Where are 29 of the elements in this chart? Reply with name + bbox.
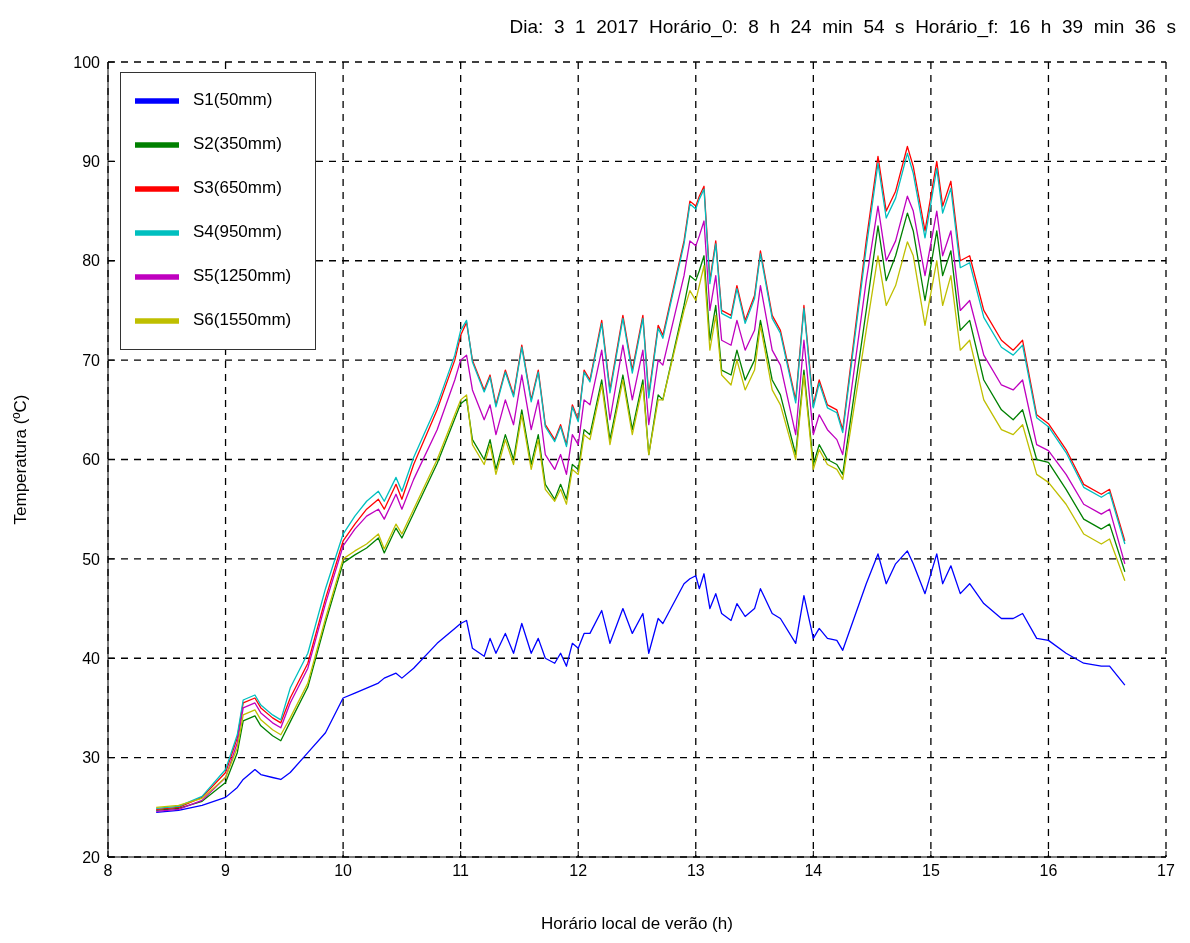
legend-label: S2(350mm) (193, 134, 282, 154)
legend-label: S3(650mm) (193, 178, 282, 198)
x-tick-label: 12 (569, 862, 588, 880)
y-tick-label: 40 (82, 649, 101, 667)
legend-label: S4(950mm) (193, 222, 282, 242)
y-tick-label: 20 (82, 848, 101, 866)
legend-label: S6(1550mm) (193, 310, 292, 330)
line-series (155, 550, 1126, 813)
x-axis-title: Horário local de verão (h) (541, 914, 733, 933)
x-tick-label: 15 (921, 862, 940, 880)
x-tick-label: 9 (221, 862, 231, 880)
y-tick-label: 70 (82, 351, 101, 369)
y-tick-label: 30 (82, 749, 101, 767)
legend-label: S5(1250mm) (193, 266, 292, 286)
y-tick-label: 90 (82, 153, 101, 171)
x-tick-label: 10 (334, 862, 353, 880)
y-tick-label: 80 (82, 252, 101, 270)
x-tick-label: 16 (1039, 862, 1058, 880)
x-tick-label: 13 (686, 862, 705, 880)
x-tick-label: 11 (452, 862, 470, 880)
chart-title: Dia: 3 1 2017 Horário_0: 8 h 24 min 54 s Horário_f: 16 h 39 min 36 s (508, 15, 1177, 40)
legend-label: S1(50mm) (193, 90, 273, 110)
y-tick-label: 60 (82, 451, 101, 469)
x-tick-label: 14 (804, 862, 823, 880)
y-tick-label: 50 (82, 550, 101, 568)
x-tick-label: 8 (103, 862, 113, 880)
y-tick-label: 100 (73, 53, 101, 71)
x-tick-label: 17 (1157, 862, 1175, 880)
y-axis-title: Temperatura (ºC) (11, 394, 31, 525)
